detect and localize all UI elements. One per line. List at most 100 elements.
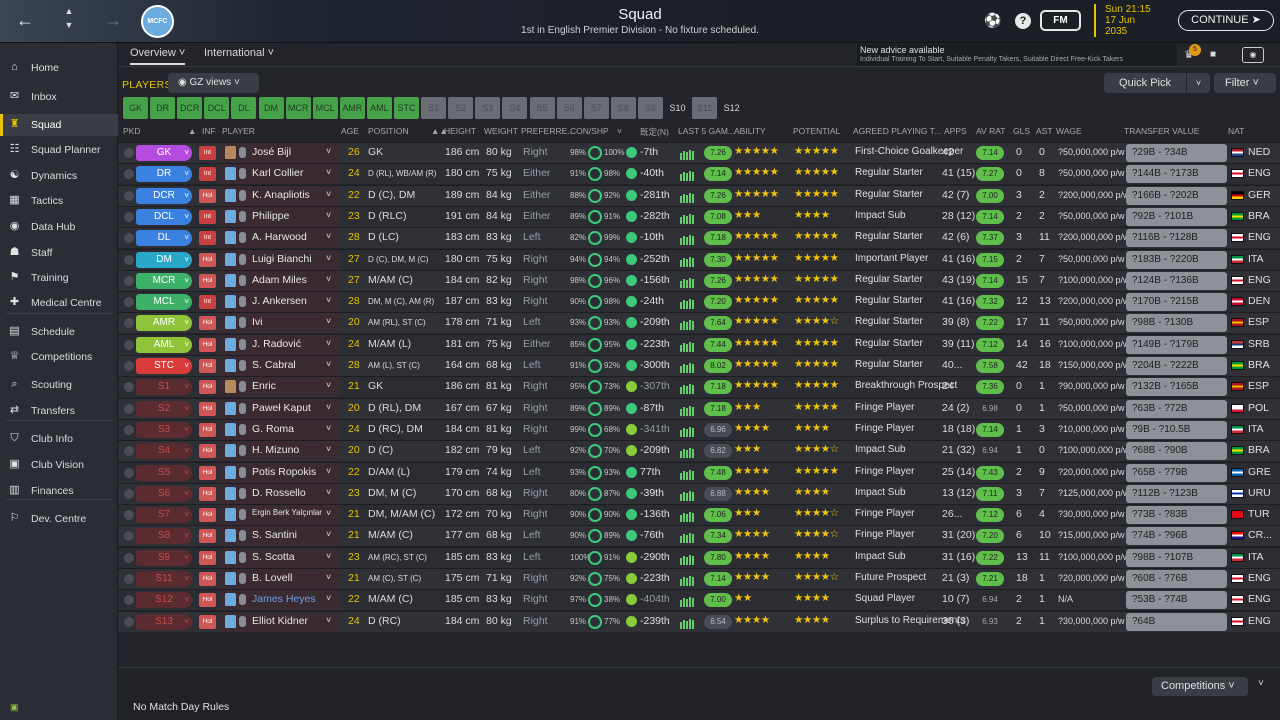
info-badge[interactable]: Hol [199, 337, 216, 352]
player-menu-chevron-icon[interactable]: ˅ [326, 316, 332, 327]
table-row[interactable]: S7 ˅ Hol Ergin Berk Yalçınlar ˅ 21 DM, M/AM (C… [118, 504, 1280, 526]
pkd-selector-dot[interactable] [124, 190, 134, 201]
position-slot-s5[interactable]: S5 [529, 97, 555, 119]
player-name[interactable]: Paweł Kaput [252, 401, 311, 414]
sidebar-item-inbox[interactable]: ✉ Inbox [0, 86, 118, 108]
sidebar-item-training[interactable]: ⚑ Training [0, 267, 118, 289]
table-row[interactable]: S13 ˅ Hol Elliot Kidner ˅ 24 D (RC) 184 cm 80 kg… [118, 610, 1280, 632]
player-name[interactable]: Karl Collier [252, 167, 304, 180]
position-slot-dl[interactable]: DL [231, 97, 257, 119]
help-icon[interactable]: ? [1015, 13, 1031, 29]
info-badge[interactable]: Hol [199, 444, 216, 459]
competitions-dropdown[interactable]: Competitions ˅ [1152, 677, 1248, 696]
sidebar-item-squad-planner[interactable]: ☷ Squad Planner [0, 139, 118, 161]
position-slot-s11[interactable]: S11 [692, 97, 718, 119]
player-menu-chevron-icon[interactable]: ˅ [326, 252, 332, 263]
transfer-value[interactable]: ?170B - ?215B [1126, 293, 1227, 312]
position-slot-aml[interactable]: AML [366, 97, 392, 119]
pkd-selector-dot[interactable] [124, 275, 134, 286]
pkd-selector-dot[interactable] [124, 169, 134, 180]
pkd-position-dropdown[interactable]: S13 ˅ [136, 613, 192, 630]
pkd-position-dropdown[interactable]: STC ˅ [136, 358, 192, 374]
pkd-selector-dot[interactable] [124, 297, 134, 308]
transfer-value[interactable]: ?98B - ?130B [1126, 314, 1227, 333]
col-last5[interactable]: LAST 5 GAM... [678, 126, 736, 136]
pkd-position-dropdown[interactable]: S12 ˅ [136, 592, 192, 609]
player-menu-chevron-icon[interactable]: ˅ [326, 231, 332, 242]
position-slot-s4[interactable]: S4 [502, 97, 528, 119]
player-menu-chevron-icon[interactable]: ˅ [326, 422, 332, 433]
table-row[interactable]: DL ˅ Int A. Harwood ˅ 28 D (LC) 183 cm 83 kg Left… [118, 227, 1280, 249]
info-badge[interactable]: Hol [199, 593, 216, 608]
pkd-position-dropdown[interactable]: S6 ˅ [136, 485, 192, 502]
player-name[interactable]: S. Santini [252, 529, 297, 542]
info-badge[interactable]: Hol [199, 486, 216, 501]
player-menu-chevron-icon[interactable]: ˅ [326, 614, 332, 625]
history-up-down-icon[interactable]: ▲ ▼ [64, 6, 74, 30]
player-name[interactable]: G. Roma [252, 422, 295, 435]
player-menu-chevron-icon[interactable]: ˅ [326, 146, 332, 156]
table-row[interactable]: S4 ˅ Hol H. Mizuno ˅ 20 D (C) 182 cm 79 kg Left 92… [118, 440, 1280, 462]
player-name[interactable]: Philippe [252, 209, 290, 222]
player-menu-chevron-icon[interactable]: ˅ [326, 572, 332, 582]
tab-overview[interactable]: Overview ˅ [130, 47, 186, 65]
position-slot-gk[interactable]: GK [123, 97, 148, 119]
transfer-value[interactable]: ?73B - ?83B [1126, 506, 1227, 525]
pkd-selector-dot[interactable] [124, 510, 134, 521]
pkd-position-dropdown[interactable]: MCR ˅ [136, 272, 192, 289]
lock-icon[interactable]: ■ [1210, 49, 1217, 60]
pkd-position-dropdown[interactable]: DL ˅ [136, 230, 192, 247]
transfer-value[interactable]: ?204B - ?222B [1126, 357, 1227, 375]
player-name[interactable]: Ergin Berk Yalçınlar [252, 508, 322, 518]
info-badge[interactable]: Hol [199, 359, 216, 373]
position-slot-s7[interactable]: S7 [583, 97, 609, 119]
transfer-value[interactable]: ?60B - ?76B [1126, 570, 1227, 588]
pkd-selector-dot[interactable] [124, 382, 134, 393]
col-wage[interactable]: WAGE [1056, 126, 1082, 136]
transfer-value[interactable]: ?53B - ?74B [1126, 591, 1227, 610]
sidebar-item-club-info[interactable]: ⛉ Club Info [0, 428, 118, 450]
col-inf[interactable]: INF [202, 126, 216, 136]
col-nat[interactable]: NAT [1228, 126, 1245, 136]
player-menu-chevron-icon[interactable]: ˅ [326, 529, 332, 540]
player-menu-chevron-icon[interactable]: ˅ [326, 593, 332, 604]
transfer-value[interactable]: ?149B - ?179B [1126, 335, 1227, 354]
pkd-selector-dot[interactable] [124, 403, 134, 414]
info-badge[interactable]: Hol [199, 401, 216, 416]
forward-arrow-icon[interactable]: → [104, 10, 122, 30]
pkd-selector-dot[interactable] [124, 211, 134, 222]
sidebar-item-schedule[interactable]: ▤ Schedule [0, 321, 118, 343]
info-badge[interactable]: Int [199, 209, 216, 224]
pkd-position-dropdown[interactable]: MCL ˅ [136, 294, 192, 311]
player-menu-chevron-icon[interactable]: ˅ [326, 337, 332, 348]
info-badge[interactable]: Hol [199, 572, 216, 586]
transfer-value[interactable]: ?132B - ?165B [1126, 378, 1227, 397]
info-badge[interactable]: Hol [199, 252, 216, 267]
pkd-position-dropdown[interactable]: AMR ˅ [136, 315, 192, 332]
transfer-value[interactable]: ?112B - ?123B [1126, 484, 1227, 503]
player-name[interactable]: J. Radović [252, 337, 302, 350]
pkd-position-dropdown[interactable]: DM ˅ [136, 251, 192, 268]
views-dropdown[interactable]: ◉ GZ views ˅ [168, 73, 259, 93]
pkd-position-dropdown[interactable]: S2 ˅ [136, 400, 192, 417]
position-slot-dcl[interactable]: DCL [204, 97, 230, 119]
transfer-value[interactable]: ?166B - ?202B [1126, 186, 1227, 205]
pkd-selector-dot[interactable] [124, 361, 134, 371]
table-row[interactable]: S3 ˅ Hol G. Roma ˅ 24 D (RC), DM 184 cm 81 kg Rig… [118, 418, 1280, 440]
player-menu-chevron-icon[interactable]: ˅ [326, 380, 332, 391]
table-row[interactable]: S2 ˅ Hol Paweł Kaput ˅ 20 D (RL), DM 167 cm 67 k… [118, 397, 1280, 419]
position-slot-dcr[interactable]: DCR [177, 97, 203, 119]
position-slot-s3[interactable]: S3 [475, 97, 501, 119]
sidebar-item-finances[interactable]: ▥ Finances [0, 480, 118, 502]
table-row[interactable]: AMR ˅ Hol Ivi ˅ 20 AM (RL), ST (C) 178 cm 71 kg L… [118, 312, 1280, 334]
table-row[interactable]: MCR ˅ Hol Adam Miles ˅ 27 M/AM (C) 184 cm 82 kg R… [118, 269, 1280, 291]
position-slot-s1[interactable]: S1 [421, 97, 447, 119]
pkd-position-dropdown[interactable]: S5 ˅ [136, 464, 192, 481]
info-badge[interactable]: Int [199, 167, 216, 182]
player-menu-chevron-icon[interactable]: ˅ [326, 465, 332, 476]
sidebar-item-staff[interactable]: ☗ Staff [0, 242, 118, 264]
quick-pick-button[interactable]: Quick Pick [1104, 73, 1186, 93]
transfer-value[interactable]: ?65B - ?79B [1126, 463, 1227, 482]
player-menu-chevron-icon[interactable]: ˅ [326, 508, 332, 519]
table-row[interactable]: STC ˅ Hol S. Cabral ˅ 28 AM (L), ST (C) 164 cm 6… [118, 355, 1280, 376]
